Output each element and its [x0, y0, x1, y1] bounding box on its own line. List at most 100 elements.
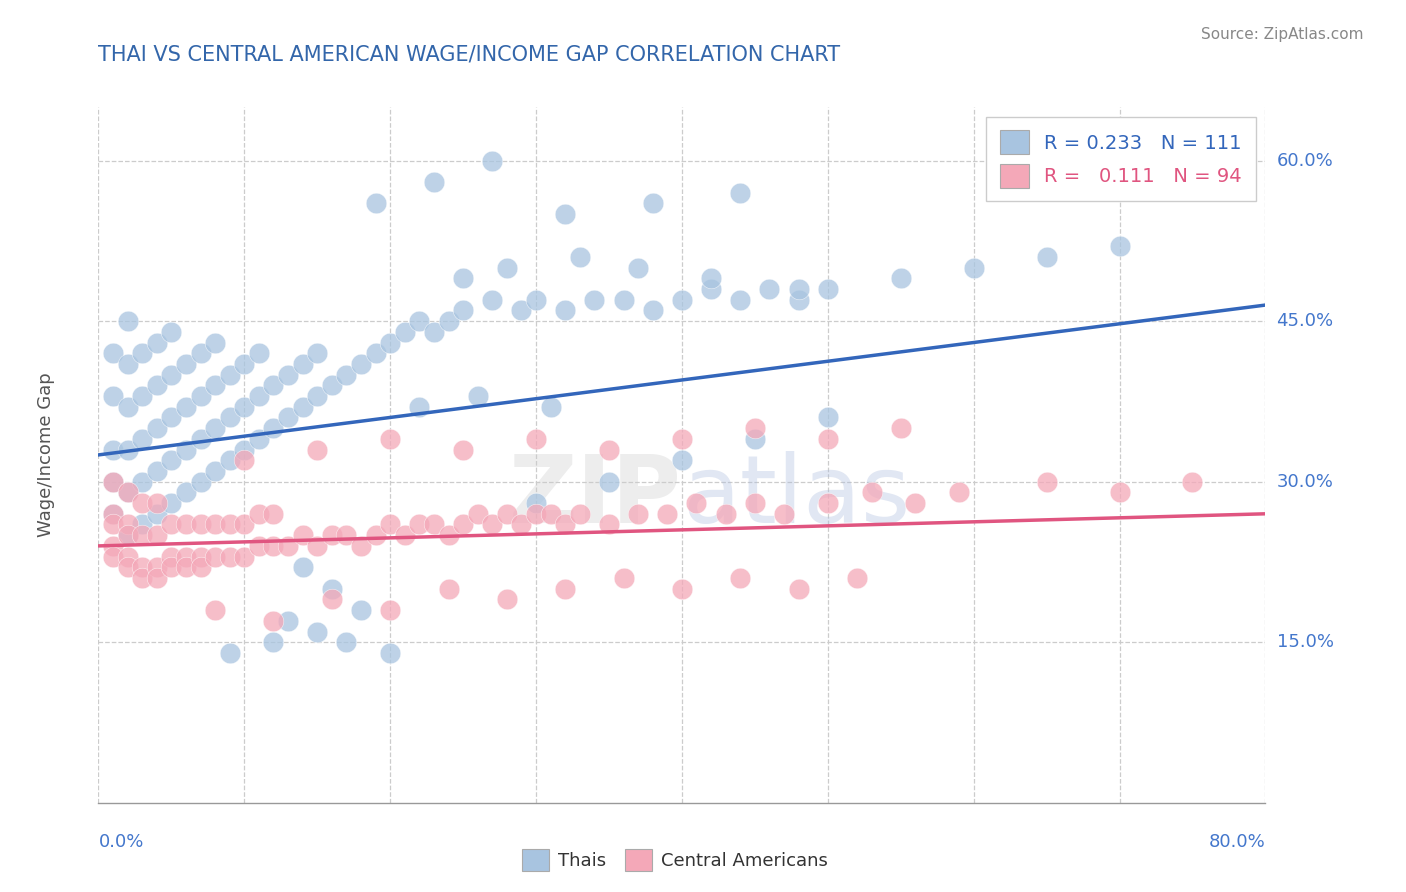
Point	[700, 282, 723, 296]
Point	[131, 517, 153, 532]
Point	[380, 646, 402, 660]
Point	[174, 442, 197, 457]
Point	[277, 410, 299, 425]
Point	[101, 539, 124, 553]
Point	[744, 421, 766, 435]
Point	[307, 539, 329, 553]
Point	[101, 442, 124, 457]
Point	[1035, 250, 1057, 264]
Point	[524, 507, 547, 521]
Point	[131, 528, 153, 542]
Point	[160, 560, 183, 574]
Point	[730, 571, 752, 585]
Point	[510, 517, 533, 532]
Point	[350, 357, 373, 371]
Point	[598, 442, 620, 457]
Point	[1181, 475, 1204, 489]
Point	[846, 571, 869, 585]
Text: atlas: atlas	[682, 450, 910, 542]
Point	[496, 507, 519, 521]
Point	[218, 410, 240, 425]
Point	[204, 421, 226, 435]
Point	[451, 303, 474, 318]
Point	[860, 485, 883, 500]
Point	[146, 560, 169, 574]
Text: 45.0%: 45.0%	[1277, 312, 1334, 330]
Point	[117, 517, 139, 532]
Point	[540, 507, 562, 521]
Point	[730, 186, 752, 200]
Point	[787, 282, 810, 296]
Point	[160, 325, 183, 339]
Point	[437, 314, 460, 328]
Point	[554, 207, 576, 221]
Point	[101, 517, 124, 532]
Text: 0.0%: 0.0%	[98, 833, 143, 851]
Point	[364, 528, 387, 542]
Point	[423, 517, 446, 532]
Point	[481, 517, 503, 532]
Point	[117, 485, 139, 500]
Point	[583, 293, 606, 307]
Point	[744, 496, 766, 510]
Point	[131, 432, 153, 446]
Point	[101, 475, 124, 489]
Text: Wage/Income Gap: Wage/Income Gap	[37, 373, 55, 537]
Point	[817, 432, 839, 446]
Point	[277, 368, 299, 382]
Point	[408, 517, 430, 532]
Point	[218, 517, 240, 532]
Point	[437, 582, 460, 596]
Text: ZIP: ZIP	[509, 450, 682, 542]
Point	[1035, 475, 1057, 489]
Text: Source: ZipAtlas.com: Source: ZipAtlas.com	[1201, 27, 1364, 42]
Point	[131, 346, 153, 360]
Point	[524, 293, 547, 307]
Point	[160, 453, 183, 467]
Point	[335, 635, 357, 649]
Point	[190, 560, 212, 574]
Point	[380, 335, 402, 350]
Point	[817, 282, 839, 296]
Point	[117, 549, 139, 564]
Point	[467, 507, 489, 521]
Point	[612, 571, 634, 585]
Point	[160, 410, 183, 425]
Point	[174, 560, 197, 574]
Point	[817, 496, 839, 510]
Point	[627, 260, 650, 275]
Point	[321, 582, 343, 596]
Point	[451, 442, 474, 457]
Point	[554, 303, 576, 318]
Point	[307, 624, 329, 639]
Point	[101, 549, 124, 564]
Point	[1108, 239, 1130, 253]
Point	[1108, 485, 1130, 500]
Point	[335, 528, 357, 542]
Point	[233, 400, 256, 414]
Point	[131, 475, 153, 489]
Point	[524, 432, 547, 446]
Point	[890, 421, 912, 435]
Point	[481, 153, 503, 168]
Point	[146, 528, 169, 542]
Point	[101, 475, 124, 489]
Point	[773, 507, 796, 521]
Point	[247, 539, 270, 553]
Point	[307, 389, 329, 403]
Point	[146, 571, 169, 585]
Point	[540, 400, 562, 414]
Point	[364, 196, 387, 211]
Point	[817, 410, 839, 425]
Point	[174, 549, 197, 564]
Point	[568, 250, 591, 264]
Point	[146, 496, 169, 510]
Point	[307, 346, 329, 360]
Point	[117, 485, 139, 500]
Point	[451, 271, 474, 285]
Point	[190, 346, 212, 360]
Point	[510, 303, 533, 318]
Point	[904, 496, 927, 510]
Point	[117, 528, 139, 542]
Point	[204, 549, 226, 564]
